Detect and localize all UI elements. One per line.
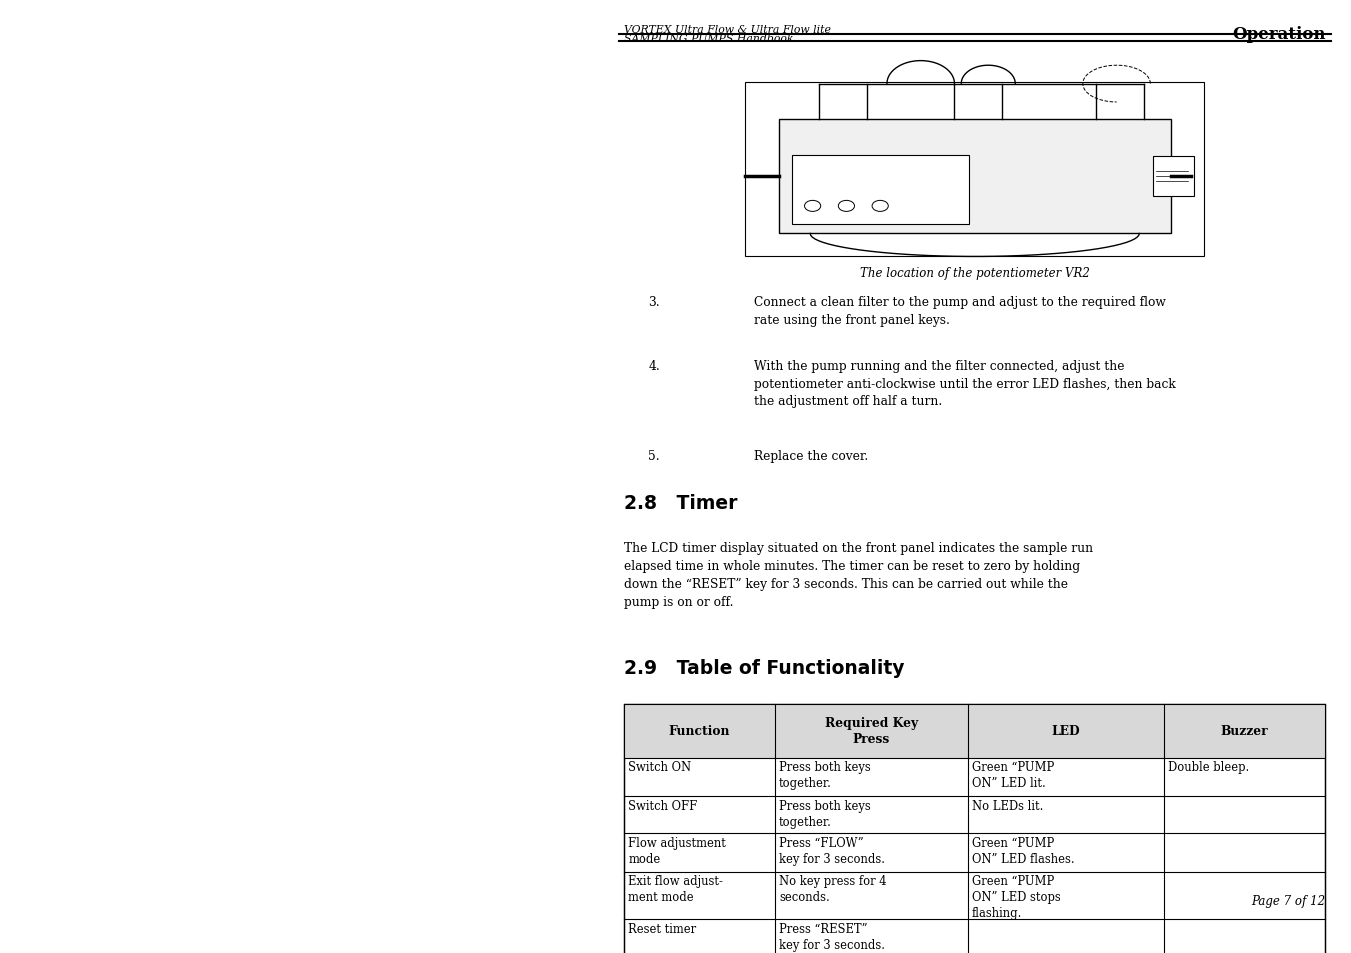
- Text: Flow adjustment
mode: Flow adjustment mode: [628, 836, 725, 864]
- Text: Page 7 of 12: Page 7 of 12: [1251, 894, 1325, 906]
- Text: Function: Function: [669, 724, 731, 738]
- Text: Green “PUMP
ON” LED flashes.: Green “PUMP ON” LED flashes.: [971, 836, 1074, 864]
- FancyBboxPatch shape: [1154, 156, 1194, 197]
- Text: Switch ON: Switch ON: [628, 760, 692, 774]
- Text: Press both keys
together.: Press both keys together.: [780, 760, 870, 789]
- Text: Connect a clean filter to the pump and adjust to the required flow
rate using th: Connect a clean filter to the pump and a…: [754, 295, 1166, 326]
- Text: 5.: 5.: [648, 449, 661, 462]
- Text: Double bleep.: Double bleep.: [1169, 760, 1250, 774]
- Circle shape: [805, 201, 821, 213]
- FancyBboxPatch shape: [746, 83, 1205, 257]
- Text: The LCD timer display situated on the front panel indicates the sample run
elaps: The LCD timer display situated on the fr…: [624, 541, 1093, 608]
- FancyBboxPatch shape: [624, 704, 1325, 953]
- FancyBboxPatch shape: [778, 119, 1170, 234]
- Text: Green “PUMP
ON” LED stops
flashing.: Green “PUMP ON” LED stops flashing.: [971, 875, 1061, 920]
- Circle shape: [838, 201, 855, 213]
- Text: Replace the cover.: Replace the cover.: [754, 449, 869, 462]
- Text: Reset timer: Reset timer: [628, 923, 696, 935]
- Text: Required Key
Press: Required Key Press: [824, 717, 917, 745]
- Text: No key press for 4
seconds.: No key press for 4 seconds.: [780, 875, 886, 903]
- Text: Switch OFF: Switch OFF: [628, 800, 697, 812]
- Text: Press both keys
together.: Press both keys together.: [780, 800, 870, 828]
- Text: The location of the potentiometer VR2: The location of the potentiometer VR2: [859, 267, 1090, 279]
- Text: Press “FLOW”
key for 3 seconds.: Press “FLOW” key for 3 seconds.: [780, 836, 885, 864]
- Text: 3.: 3.: [648, 295, 661, 309]
- Text: Press “RESET”
key for 3 seconds.: Press “RESET” key for 3 seconds.: [780, 923, 885, 951]
- FancyBboxPatch shape: [792, 156, 969, 225]
- FancyBboxPatch shape: [624, 704, 1325, 758]
- Text: 4.: 4.: [648, 360, 661, 373]
- Text: Operation: Operation: [1232, 26, 1325, 43]
- Text: No LEDs lit.: No LEDs lit.: [971, 800, 1043, 812]
- Text: Exit flow adjust-
ment mode: Exit flow adjust- ment mode: [628, 875, 723, 903]
- Circle shape: [873, 201, 888, 213]
- Text: 2.9   Table of Functionality: 2.9 Table of Functionality: [624, 659, 905, 678]
- Text: VORTEX Ultra Flow & Ultra Flow lite: VORTEX Ultra Flow & Ultra Flow lite: [624, 26, 831, 35]
- Text: SAMPLING PUMPS Handbook: SAMPLING PUMPS Handbook: [624, 33, 793, 44]
- Text: With the pump running and the filter connected, adjust the
potentiometer anti-cl: With the pump running and the filter con…: [754, 360, 1175, 408]
- Text: 2.8   Timer: 2.8 Timer: [624, 494, 738, 512]
- Text: LED: LED: [1051, 724, 1081, 738]
- Text: Buzzer: Buzzer: [1221, 724, 1269, 738]
- Text: Green “PUMP
ON” LED lit.: Green “PUMP ON” LED lit.: [971, 760, 1054, 789]
